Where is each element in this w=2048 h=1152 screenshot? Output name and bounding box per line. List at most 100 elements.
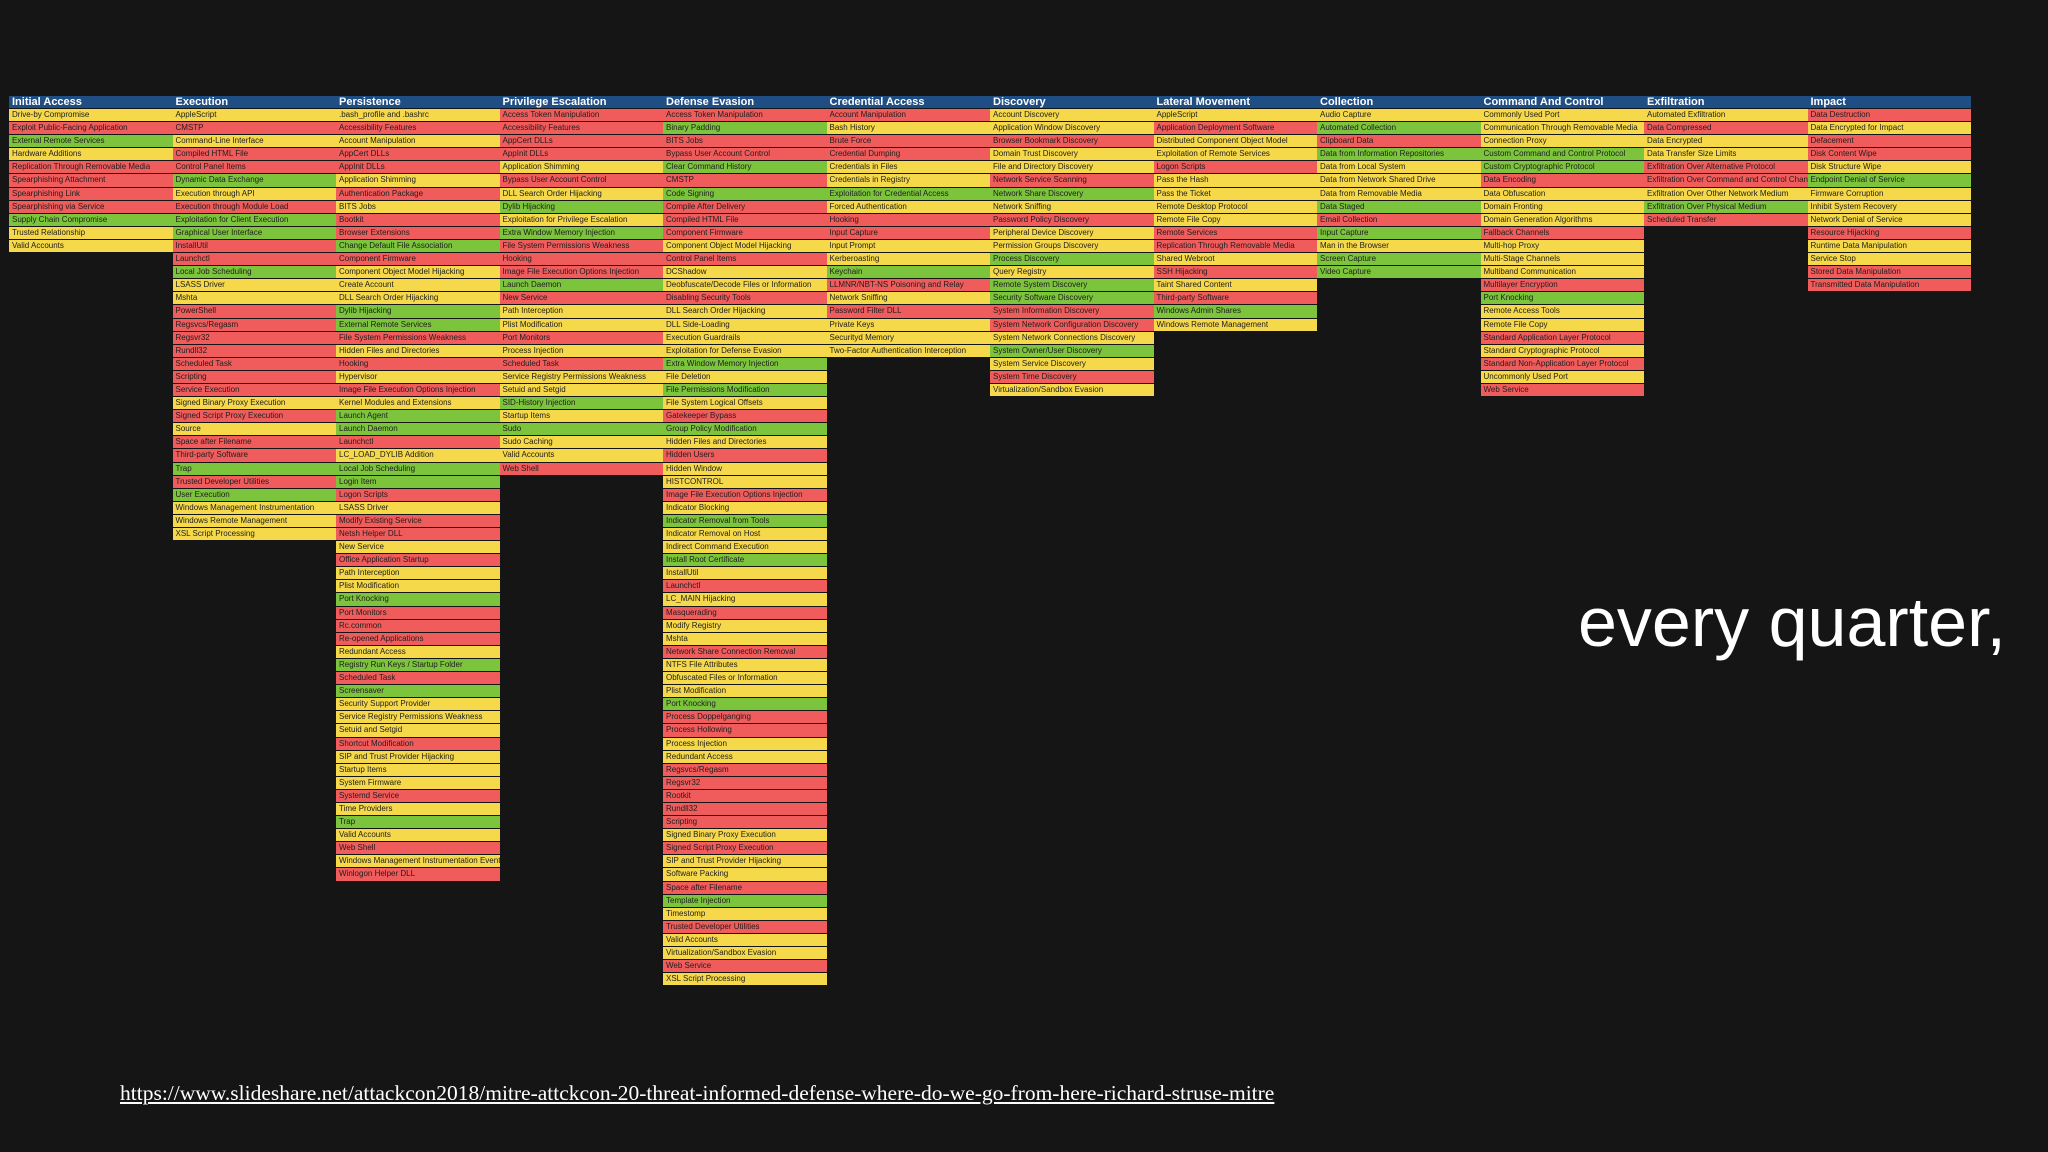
technique-cell: Uncommonly Used Port <box>1480 370 1644 384</box>
technique-cell: Security Support Provider <box>336 698 500 712</box>
technique-cell: Logon Scripts <box>336 488 500 502</box>
technique-cell: Man in the Browser <box>1317 239 1481 254</box>
technique-cell: Signed Binary Proxy Execution <box>663 829 827 843</box>
technique-cell: Bypass User Account Control <box>499 174 663 188</box>
technique-cell: Runtime Data Manipulation <box>1807 239 1971 254</box>
technique-cell: Spearphishing Link <box>9 187 173 201</box>
technique-cell: Extra Window Memory Injection <box>663 357 827 371</box>
technique-cell: Exfiltration Over Alternative Protocol <box>1644 161 1808 175</box>
technique-cell: Remote Desktop Protocol <box>1153 200 1317 214</box>
technique-cell: Launch Agent <box>336 410 500 424</box>
technique-cell: Clear Command History <box>663 161 827 175</box>
technique-cell: InstallUtil <box>663 567 827 581</box>
tactic-column: Lateral Movement AppleScript Application D… <box>1153 96 1317 332</box>
technique-cell: Signed Binary Proxy Execution <box>172 397 336 411</box>
technique-cell: Scripting <box>663 816 827 830</box>
technique-cell: Dynamic Data Exchange <box>172 174 336 188</box>
technique-cell: Video Capture <box>1317 266 1481 280</box>
technique-cell: Distributed Component Object Model <box>1153 135 1317 149</box>
technique-cell: Disabling Security Tools <box>663 292 827 306</box>
technique-cell: Execution through API <box>172 187 336 201</box>
tactic-header: Initial Access <box>9 96 173 108</box>
technique-cell: Plist Modification <box>336 580 500 594</box>
technique-cell: Valid Accounts <box>336 829 500 843</box>
technique-cell: Credential Dumping <box>826 148 990 162</box>
technique-cell: Redundant Access <box>336 645 500 659</box>
technique-cell: Data from Information Repositories <box>1317 148 1481 162</box>
technique-cell: Data Encoding <box>1480 174 1644 188</box>
technique-cell: Kerberoasting <box>826 253 990 267</box>
technique-cell: Firmware Corruption <box>1807 187 1971 201</box>
technique-cell: Access Token Manipulation <box>499 109 663 123</box>
technique-cell: Group Policy Modification <box>663 423 827 437</box>
technique-cell: Plist Modification <box>499 318 663 332</box>
technique-cell: Compiled HTML File <box>172 148 336 162</box>
technique-cell: Service Execution <box>172 383 336 398</box>
technique-cell: Redundant Access <box>663 750 827 764</box>
technique-cell: Remote File Copy <box>1480 318 1644 332</box>
technique-cell: Trusted Developer Utilities <box>663 920 827 934</box>
technique-cell: Disk Content Wipe <box>1807 148 1971 162</box>
technique-cell: Automated Exfiltration <box>1644 109 1808 123</box>
technique-cell: Exfiltration Over Command and Control Ch… <box>1644 174 1808 188</box>
tactic-column: Execution AppleScript CMSTP Command-Line In… <box>172 96 336 542</box>
technique-cell: Signed Script Proxy Execution <box>172 410 336 424</box>
technique-cell: Office Application Startup <box>336 554 500 568</box>
technique-cell: New Service <box>336 541 500 555</box>
technique-cell: Valid Accounts <box>663 933 827 947</box>
technique-cell: Defacement <box>1807 135 1971 149</box>
technique-cell: AppCert DLLs <box>336 148 500 162</box>
technique-cell: Exfiltration Over Physical Medium <box>1644 200 1808 214</box>
technique-cell: Startup Items <box>336 763 500 777</box>
technique-cell: Signed Script Proxy Execution <box>663 842 827 856</box>
source-link[interactable]: https://www.slideshare.net/attackcon2018… <box>120 1081 1275 1105</box>
technique-cell: Data from Removable Media <box>1317 187 1481 201</box>
technique-cell: Network Sniffing <box>826 292 990 306</box>
technique-cell: Regsvr32 <box>663 776 827 790</box>
technique-cell: Automated Collection <box>1317 122 1481 136</box>
technique-cell: NTFS File Attributes <box>663 658 827 673</box>
technique-cell: Scheduled Task <box>172 357 336 371</box>
technique-cell: Query Registry <box>990 266 1154 280</box>
technique-cell: Multiband Communication <box>1480 266 1644 280</box>
technique-cell: DCShadow <box>663 266 827 280</box>
technique-cell: Pass the Hash <box>1153 174 1317 188</box>
technique-cell: Data Encrypted <box>1644 135 1808 149</box>
tactic-header: Persistence <box>336 96 500 108</box>
technique-cell: Process Hollowing <box>663 724 827 738</box>
tactic-column: Defense Evasion Access Token Manipulation… <box>663 96 827 987</box>
technique-cell: XSL Script Processing <box>172 528 336 542</box>
technique-cell: Launch Daemon <box>336 423 500 437</box>
technique-cell: Authentication Package <box>336 187 500 201</box>
technique-cell: System Owner/User Discovery <box>990 344 1154 358</box>
technique-cell: Credentials in Registry <box>826 174 990 188</box>
technique-cell: Application Shimming <box>336 174 500 188</box>
technique-cell: Hidden Files and Directories <box>336 344 500 358</box>
tactic-header: Collection <box>1317 96 1481 108</box>
technique-cell: Binary Padding <box>663 122 827 136</box>
technique-cell: DLL Search Order Hijacking <box>499 187 663 201</box>
technique-cell: Account Manipulation <box>826 109 990 123</box>
technique-cell: Extra Window Memory Injection <box>499 226 663 240</box>
technique-cell: HISTCONTROL <box>663 475 827 489</box>
technique-cell: Web Service <box>663 960 827 974</box>
technique-cell: Trusted Relationship <box>9 226 173 240</box>
technique-cell: Port Knocking <box>663 698 827 712</box>
technique-cell: SIP and Trust Provider Hijacking <box>336 750 500 764</box>
technique-cell: Windows Remote Management <box>172 514 336 528</box>
tactic-column: Privilege Escalation Access Token Manipul… <box>499 96 663 476</box>
technique-cell: Third-party Software <box>172 449 336 463</box>
technique-cell: Application Window Discovery <box>990 122 1154 136</box>
tactic-header: Exfiltration <box>1644 96 1808 108</box>
technique-cell: Third-party Software <box>1153 292 1317 306</box>
technique-cell: AppInit DLLs <box>499 148 663 162</box>
tactic-column: Persistence .bash_profile and .bashrc Acce… <box>336 96 500 882</box>
technique-cell: Setuid and Setgid <box>499 383 663 398</box>
technique-cell: Accessibility Features <box>499 122 663 136</box>
technique-cell: Exfiltration Over Other Network Medium <box>1644 187 1808 201</box>
technique-cell: Exploitation for Client Execution <box>172 213 336 227</box>
technique-cell: Source <box>172 423 336 437</box>
technique-cell: Deobfuscate/Decode Files or Information <box>663 279 827 293</box>
technique-cell: Mshta <box>172 292 336 306</box>
technique-cell: Valid Accounts <box>9 239 173 254</box>
